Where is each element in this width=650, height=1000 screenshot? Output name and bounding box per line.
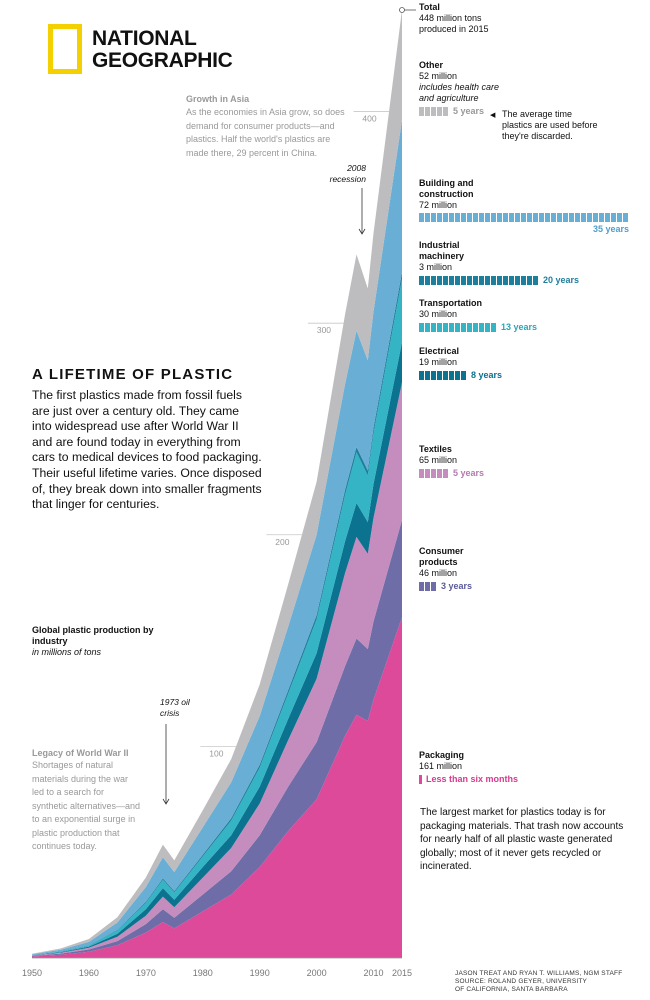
recession-label: 2008 recession [329,163,366,184]
lifetime-bar-row: 13 years [419,322,639,332]
industry-value: 161 million [419,761,463,771]
lifetime-label: Less than six months [426,774,519,784]
lifetime-label: 3 years [441,581,473,591]
lifetime-bar-row: 5 years [419,106,639,116]
industry-value: 65 million [419,455,458,465]
credit-line-3: OF CALIFORNIA, SANTA BARBARA [455,986,568,993]
industry-name: Other [419,60,444,70]
x-tick-label: 2010 [364,968,384,978]
lifetime-label: 13 years [501,322,538,332]
industry-transportation: Transportation 30 million 13 years [419,298,639,332]
lifetime-bar-row: 3 years [419,581,639,591]
lifetime-note-text: The average time plastics are used befor… [502,109,598,141]
industry-name: Industrial machinery [419,240,465,261]
lifetime-note: ◀ The average time plastics are used bef… [490,109,600,142]
industry-extra: includes health care and agriculture [419,82,500,103]
lifetime-bar-row: 35 years [419,213,629,234]
lifetime-label: 8 years [471,370,503,380]
wwii-note-title: Legacy of World War II [32,748,129,758]
wwii-note-body: Shortages of natural materials during th… [32,760,141,851]
logo-line2: GEOGRAPHIC [92,49,233,72]
industry-industrial-machinery: Industrial machinery 3 million 20 years [419,240,639,285]
x-tick-label: 1980 [193,968,213,978]
lifetime-bar [419,322,497,332]
credits: JASON TREAT AND RYAN T. WILLIAMS, NGM ST… [455,970,622,994]
lifetime-bar-row: 8 years [419,370,639,380]
industry-name: Packaging [419,750,465,760]
industry-other: Other 52 million includes health care and … [419,60,639,116]
industry-name: Textiles [419,444,452,454]
industry-name: Transportation [419,298,483,308]
asia-note: Growth in Asia As the economies in Asia … [186,94,346,160]
y-tick-label: 200 [275,537,289,547]
industry-value: 19 million [419,357,458,367]
asia-note-body: As the economies in Asia grow, so does d… [186,107,345,158]
total-marker [399,7,405,13]
area-packaging [32,617,402,958]
pointer-left-icon: ◀ [490,112,496,119]
lifetime-bar [419,370,467,380]
asia-note-title: Growth in Asia [186,94,250,104]
y-tick-label: 300 [317,325,331,335]
y-tick-label: 100 [209,748,223,758]
lifetime-label: 35 years [592,224,629,234]
area-textiles [32,382,402,956]
credit-line-2: SOURCE: ROLAND GEYER, UNIVERSITY [455,978,588,985]
x-tick-label: 1960 [79,968,99,978]
industry-value: 52 million [419,71,458,81]
industry-textiles: Textiles 65 million 5 years [419,444,639,478]
industry-value: 3 million [419,262,453,272]
lifetime-bar-row: 20 years [419,275,639,285]
industry-value: 46 million [419,568,458,578]
industry-electrical: Electrical 19 million 8 years [419,346,639,380]
lifetime-bar [419,275,539,285]
total-label: Total 448 million tons produced in 2015 [419,2,519,35]
chart-axis-title: Global plastic production by industry [32,625,154,646]
industry-packaging: Packaging 161 million Less than six months [419,750,639,784]
lifetime-label: 20 years [543,275,580,285]
x-tick-label: 2015 [392,968,412,978]
x-tick-label: 1950 [22,968,42,978]
lifetime-bar-row: 5 years [419,468,639,478]
national-geographic-logo-icon [48,24,82,74]
industry-building-and-construction: Building and construction 72 million 35 ye… [419,178,639,234]
area-building-and-construction [32,120,402,955]
total-title: Total [419,2,440,12]
oil-crisis-label: 1973 oil crisis [160,697,190,718]
intro-text: The first plastics made from fossil fuel… [32,388,262,512]
industry-value: 72 million [419,200,458,210]
lifetime-bar [419,774,422,784]
industry-consumer-products: Consumer products 46 million 3 years [419,546,639,591]
chart-axis-label: Global plastic production by industry in… [32,625,162,658]
oil-crisis-arrow-head-icon [162,798,170,805]
industry-value: 30 million [419,309,458,319]
total-value: 448 million tons produced in 2015 [419,13,489,34]
lifetime-bar [419,213,629,222]
packaging-description: The largest market for plastics today is… [420,807,624,872]
lifetime-label: 5 years [453,468,485,478]
credit-line-1: JASON TREAT AND RYAN T. WILLIAMS, NGM ST… [455,970,623,977]
x-tick-label: 1970 [136,968,156,978]
logo-line1: NATIONAL [92,27,197,50]
area-consumer-products [32,520,402,957]
industry-name: Building and construction [419,178,474,199]
wwii-note: Legacy of World War II Shortages of natu… [32,748,142,854]
lifetime-label: 5 years [453,106,485,116]
national-geographic-logo-text: NATIONAL GEOGRAPHIC [92,28,233,72]
chart-axis-unit: in millions of tons [32,647,102,657]
x-tick-label: 2000 [307,968,327,978]
lifetime-bar [419,581,437,591]
headline: A LIFETIME OF PLASTIC [32,366,234,383]
lifetime-bar [419,468,449,478]
industry-name: Consumer products [419,546,464,567]
lifetime-bar [419,106,449,116]
x-tick-label: 1990 [250,968,270,978]
lifetime-bar-row: Less than six months [419,774,639,784]
industry-name: Electrical [419,346,460,356]
y-tick-label: 400 [362,114,376,124]
recession-arrow-head-icon [358,228,366,235]
